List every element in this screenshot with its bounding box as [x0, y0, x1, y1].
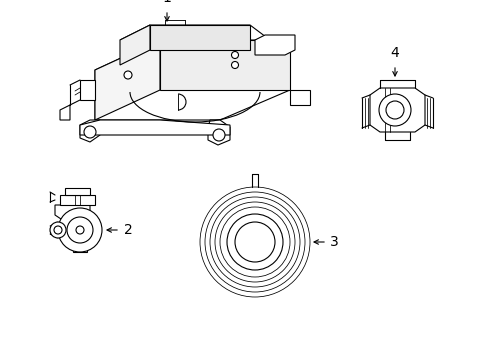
Polygon shape [80, 120, 100, 142]
Text: 1: 1 [163, 0, 172, 5]
Circle shape [50, 222, 66, 238]
Polygon shape [73, 242, 87, 252]
Polygon shape [95, 40, 290, 120]
Text: 2: 2 [124, 223, 133, 237]
Text: 3: 3 [330, 235, 339, 249]
Polygon shape [370, 88, 425, 132]
Polygon shape [80, 80, 95, 100]
Polygon shape [80, 120, 230, 135]
Polygon shape [290, 90, 310, 105]
Polygon shape [95, 40, 160, 120]
Polygon shape [55, 205, 90, 225]
Circle shape [379, 94, 411, 126]
Circle shape [124, 71, 132, 79]
Polygon shape [160, 40, 290, 90]
Circle shape [67, 217, 93, 243]
Polygon shape [208, 120, 230, 145]
Polygon shape [120, 25, 150, 65]
Circle shape [213, 129, 225, 141]
Polygon shape [120, 25, 270, 40]
Polygon shape [255, 35, 295, 55]
Circle shape [235, 222, 275, 262]
Circle shape [231, 62, 239, 68]
Circle shape [386, 101, 404, 119]
Circle shape [76, 226, 84, 234]
Polygon shape [60, 105, 70, 120]
Circle shape [227, 214, 283, 270]
Polygon shape [65, 188, 90, 195]
Text: 4: 4 [391, 46, 399, 60]
Polygon shape [60, 195, 95, 205]
Polygon shape [150, 25, 250, 50]
Circle shape [84, 126, 96, 138]
Circle shape [54, 226, 62, 234]
Circle shape [231, 51, 239, 58]
Circle shape [58, 208, 102, 252]
